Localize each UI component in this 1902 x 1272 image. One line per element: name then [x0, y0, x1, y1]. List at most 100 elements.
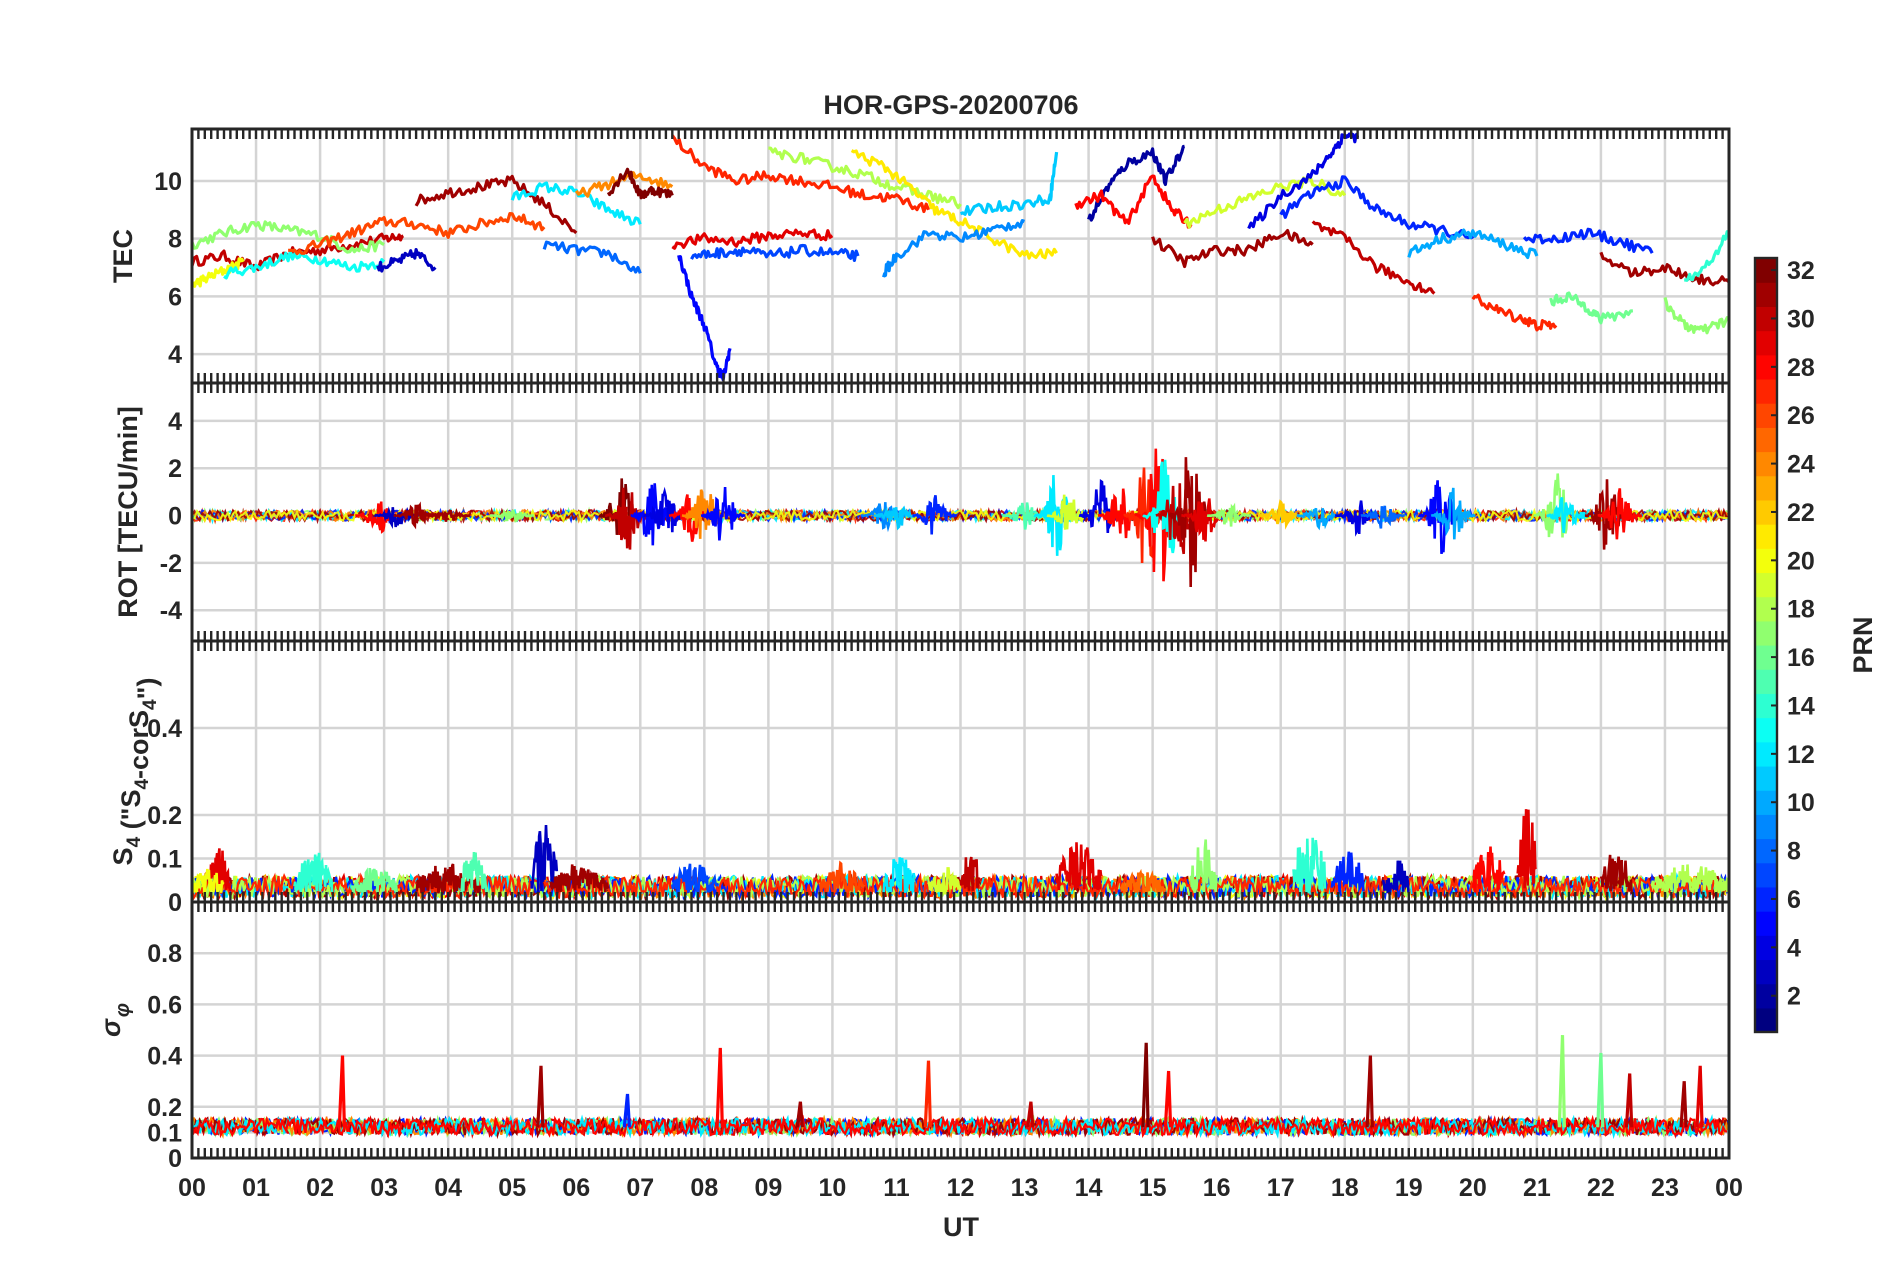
- y-tick-label: 0.4: [147, 715, 182, 743]
- tec-series-prn-17: [1663, 296, 1729, 335]
- colorbar-segment: [1755, 499, 1777, 525]
- x-tick-label: 16: [1203, 1174, 1231, 1202]
- x-tick-label: 21: [1523, 1174, 1551, 1202]
- sigphi-spike: [1557, 1035, 1566, 1128]
- rot-burst: [1597, 488, 1643, 540]
- tec-series-prn-27: [671, 134, 930, 214]
- y-tick-label: 6: [168, 283, 182, 311]
- colorbar-segment: [1755, 451, 1777, 477]
- tec-series-prn-21: [850, 149, 1058, 260]
- y-tick-label: 0.8: [147, 940, 182, 968]
- sigphi-spike: [1026, 1101, 1035, 1128]
- y-tick-label: 0: [168, 503, 182, 531]
- rot-burst: [1296, 507, 1341, 531]
- s4-burst: [1599, 854, 1633, 895]
- tec-series-prn-31: [1151, 229, 1314, 269]
- tec-series-prn-6: [1279, 175, 1475, 240]
- panel-minor-ticks: [190, 383, 1724, 641]
- colorbar-tick-label: 8: [1787, 838, 1801, 866]
- colorbar-tick-label: 26: [1787, 402, 1815, 430]
- colorbar-tick-label: 24: [1787, 451, 1815, 479]
- y-axis-label: ROT [TECU/min]: [113, 406, 143, 617]
- panel-minor-ticks: [190, 902, 1724, 1158]
- s4-burst: [927, 867, 962, 898]
- sigphi-spike: [536, 1065, 545, 1128]
- y-tick-label: 0: [168, 889, 182, 917]
- y-tick-label: 0: [168, 1145, 182, 1173]
- y-tick-label: 10: [154, 168, 182, 196]
- rot-burst: [912, 495, 958, 535]
- colorbar-tick-label: 30: [1787, 305, 1815, 333]
- s4-burst: [959, 856, 981, 891]
- colorbar-segment: [1755, 258, 1777, 283]
- s4-burst: [671, 863, 719, 895]
- y-axis-label-subscript: φ: [112, 1003, 134, 1017]
- colorbar-tick-label: 18: [1787, 596, 1815, 624]
- colorbar-segment: [1755, 620, 1777, 646]
- s4-burst: [1189, 839, 1218, 894]
- y-tick-label: 0.6: [147, 991, 182, 1019]
- y-axis-label-part: -corS: [124, 710, 154, 779]
- colorbar-tick-label: 20: [1787, 547, 1815, 575]
- tec-series-prn-6: [1522, 227, 1654, 254]
- panel-s4: 00.10.20.4S4 ("S4-corS4"): [108, 639, 1731, 917]
- x-tick-label: 03: [370, 1174, 398, 1202]
- x-tick-label: 05: [498, 1174, 526, 1202]
- panel-minor-ticks: [190, 641, 1724, 902]
- tec-series-prn-29: [671, 228, 834, 250]
- s4-burst: [818, 860, 866, 894]
- rot-burst: [1206, 502, 1252, 527]
- x-tick-label: 11: [883, 1174, 910, 1202]
- s4-burst: [293, 852, 334, 893]
- y-tick-label: 8: [168, 226, 182, 254]
- panel-minor-ticks: [190, 129, 1724, 383]
- y-axis-label-subscript: 4: [124, 836, 145, 847]
- s4-burst: [549, 864, 610, 894]
- tec-series-prn-18: [768, 146, 962, 210]
- colorbar-segment: [1755, 378, 1777, 404]
- x-tick-label: 14: [1075, 1174, 1103, 1202]
- sigphi-spike: [1679, 1081, 1688, 1128]
- tec-series-prn-2: [1087, 144, 1185, 222]
- tec-series-prn-32: [606, 167, 674, 200]
- colorbar-segment: [1755, 475, 1777, 501]
- s4-burst: [1119, 868, 1167, 897]
- x-axis: 00 01 02 03 04 05 06 07 08 09 10 11 12 13 14 15 16 17 18 19…: [178, 1174, 1743, 1202]
- colorbar-segment: [1755, 838, 1777, 864]
- y-tick-label: 2: [168, 455, 182, 483]
- sigphi-spike: [1596, 1052, 1605, 1128]
- sigphi-spike: [1365, 1055, 1374, 1128]
- colorbar-segment: [1755, 596, 1777, 622]
- tec-series-prn-27: [1471, 293, 1558, 332]
- tec-series-prn-5: [677, 254, 732, 382]
- panel-rot: -4 -2 0 2 4 ROT [TECU/min]: [113, 381, 1731, 643]
- colorbar-tick-label: 28: [1787, 354, 1815, 382]
- tec-series-prn-3: [376, 248, 437, 273]
- s4-burst: [1381, 860, 1410, 896]
- y-axis-label-symbol: σ: [96, 1018, 126, 1037]
- rot-burst: [425, 508, 471, 522]
- panel-data: [192, 448, 1729, 588]
- x-tick-label: 07: [626, 1174, 654, 1202]
- chart-title: HOR-GPS-20200706: [823, 90, 1078, 120]
- x-tick-label: 12: [947, 1174, 975, 1202]
- sigphi-noise-trace: [192, 1114, 1728, 1139]
- rot-burst: [1258, 499, 1303, 530]
- x-tick-label: 17: [1267, 1174, 1295, 1202]
- rot-burst: [1546, 496, 1591, 533]
- tec-series-prn-14: [1683, 230, 1729, 282]
- rot-burst: [861, 502, 906, 533]
- tec-series-prn-13: [223, 250, 386, 280]
- s4-burst: [1516, 809, 1538, 889]
- panel-data: [192, 1035, 1729, 1140]
- s4-burst: [1650, 864, 1729, 894]
- colorbar-segment: [1755, 427, 1777, 453]
- y-tick-label: 4: [168, 408, 182, 436]
- tec-series-prn-28: [1074, 174, 1193, 229]
- x-tick-label: 13: [1011, 1174, 1039, 1202]
- x-tick-label: 22: [1587, 1174, 1615, 1202]
- s4-burst: [882, 857, 917, 893]
- colorbar-segment: [1755, 524, 1777, 549]
